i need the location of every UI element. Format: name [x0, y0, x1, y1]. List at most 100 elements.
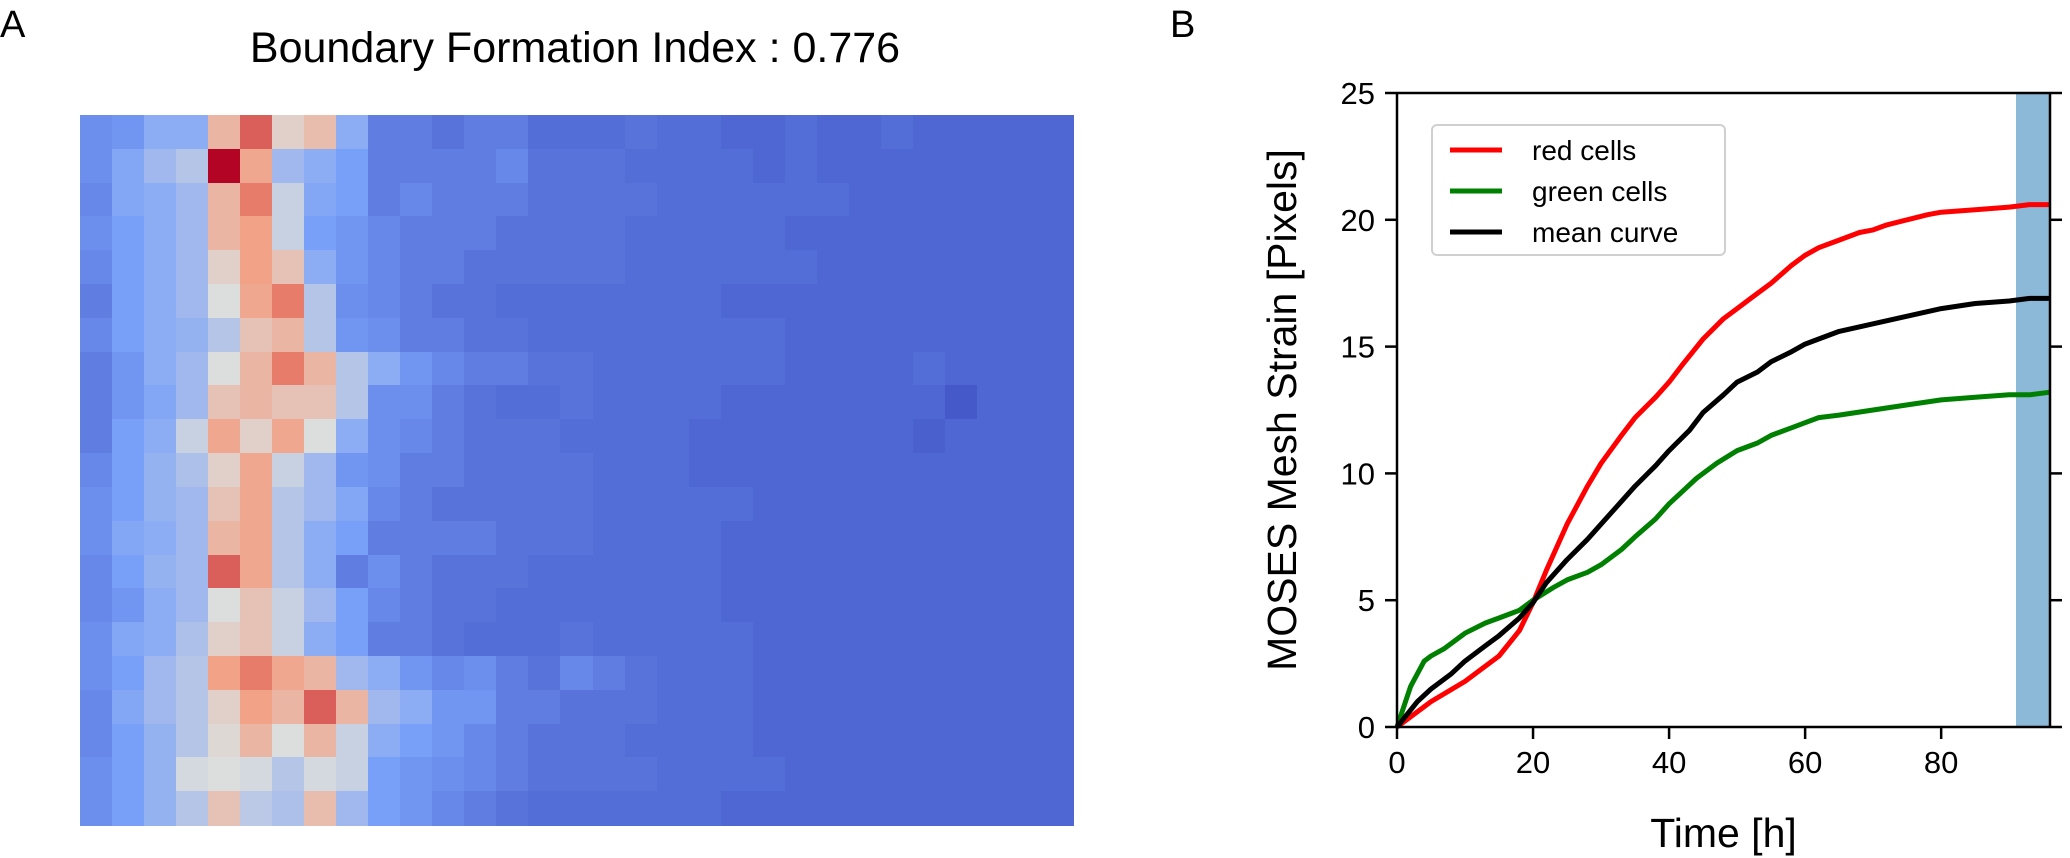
- heatmap-cell: [912, 554, 946, 589]
- heatmap-cell: [912, 419, 946, 454]
- heatmap-cell: [784, 115, 818, 150]
- heatmap-cell: [496, 757, 530, 792]
- heatmap-cell: [560, 453, 594, 488]
- heatmap-cell: [1008, 284, 1042, 319]
- heatmap-cell: [624, 689, 658, 725]
- heatmap-cell: [368, 655, 401, 691]
- heatmap-cell: [720, 250, 754, 285]
- heatmap-cell: [592, 689, 626, 725]
- heatmap-cell: [848, 520, 882, 556]
- heatmap-cell: [560, 791, 594, 826]
- heatmap-cell: [368, 622, 401, 657]
- heatmap-cell: [400, 284, 433, 319]
- heatmap-cell: [624, 182, 658, 218]
- heatmap-cell: [80, 757, 113, 792]
- heatmap-cell: [720, 723, 754, 758]
- heatmap-cell: [720, 115, 754, 150]
- heatmap-cell: [624, 284, 658, 319]
- heatmap-cell: [944, 385, 978, 420]
- heatmap-cell: [176, 757, 209, 792]
- heatmap-cell: [80, 216, 113, 251]
- heatmap-cell: [368, 351, 401, 387]
- heatmap-cell: [208, 351, 241, 387]
- heatmap-cell: [400, 723, 433, 758]
- heatmap-cell: [976, 588, 1010, 623]
- heatmap-cell: [400, 351, 433, 387]
- heatmap-cell: [400, 250, 433, 285]
- heatmap-cell: [496, 148, 530, 184]
- heatmap-cell: [1008, 791, 1042, 826]
- heatmap-cell: [272, 486, 305, 522]
- heatmap-cell: [592, 554, 626, 589]
- heatmap-cell: [272, 791, 305, 826]
- heatmap-cell: [176, 216, 209, 251]
- legend-label: mean curve: [1532, 217, 1678, 248]
- heatmap-cell: [688, 216, 722, 251]
- heatmap-cell: [848, 216, 882, 251]
- heatmap-cell: [208, 622, 241, 657]
- heatmap-cell: [272, 216, 305, 251]
- heatmap-cell: [560, 757, 594, 792]
- heatmap-cell: [560, 419, 594, 454]
- heatmap-cell: [912, 588, 946, 623]
- heatmap-cell: [240, 385, 273, 420]
- heatmap-cell: [784, 554, 818, 589]
- heatmap-cell: [752, 182, 786, 218]
- heatmap-cell: [432, 148, 465, 184]
- heatmap-cell: [336, 757, 369, 792]
- heatmap-cell: [656, 182, 690, 218]
- heatmap-cell: [656, 284, 690, 319]
- heatmap-cell: [368, 723, 401, 758]
- heatmap-cell: [368, 115, 401, 150]
- heatmap-cell: [272, 453, 305, 488]
- heatmap-cell: [400, 453, 433, 488]
- heatmap-cell: [432, 554, 465, 589]
- heatmap-cell: [624, 622, 658, 657]
- heatmap-cell: [336, 655, 369, 691]
- heatmap-cell: [848, 284, 882, 319]
- heatmap-cell: [80, 385, 113, 420]
- heatmap-cell: [1008, 554, 1042, 589]
- heatmap-cell: [720, 757, 754, 792]
- x-axis-label: Time [h]: [1650, 810, 1797, 856]
- heatmap-cell: [528, 385, 562, 420]
- heatmap-cell: [176, 453, 209, 488]
- heatmap-cell: [624, 791, 658, 826]
- heatmap-cell: [80, 419, 113, 454]
- heatmap-cell: [784, 284, 818, 319]
- heatmap-cell: [912, 689, 946, 725]
- heatmap-cell: [368, 385, 401, 420]
- heatmap-cell: [784, 216, 818, 251]
- heatmap-cell: [240, 148, 273, 184]
- heatmap-cell: [80, 148, 113, 184]
- heatmap-cell: [208, 385, 241, 420]
- heatmap-cell: [976, 419, 1010, 454]
- heatmap-cell: [784, 453, 818, 488]
- heatmap-cell: [528, 791, 562, 826]
- heatmap-cell: [912, 284, 946, 319]
- heatmap-cell: [1040, 250, 1074, 285]
- heatmap-cell: [688, 351, 722, 387]
- heatmap-cell: [816, 486, 850, 522]
- heatmap-cell: [912, 115, 946, 150]
- heatmap-cell: [592, 655, 626, 691]
- heatmap-cell: [656, 115, 690, 150]
- heatmap-cell: [304, 115, 337, 150]
- heatmap-cell: [848, 723, 882, 758]
- heatmap-cell: [624, 453, 658, 488]
- heatmap-cell: [656, 148, 690, 184]
- heatmap-cell: [80, 317, 113, 353]
- heatmap-cell: [528, 622, 562, 657]
- heatmap-cell: [592, 148, 626, 184]
- heatmap-cell: [336, 317, 369, 353]
- heatmap-cell: [496, 723, 530, 758]
- heatmap-cell: [848, 554, 882, 589]
- heatmap-cell: [368, 791, 401, 826]
- heatmap-cell: [464, 182, 497, 218]
- heatmap-cell: [400, 791, 433, 826]
- heatmap-cell: [848, 182, 882, 218]
- heatmap-cell: [720, 689, 754, 725]
- heatmap-cell: [400, 419, 433, 454]
- heatmap-cell: [528, 486, 562, 522]
- heatmap-cell: [880, 453, 914, 488]
